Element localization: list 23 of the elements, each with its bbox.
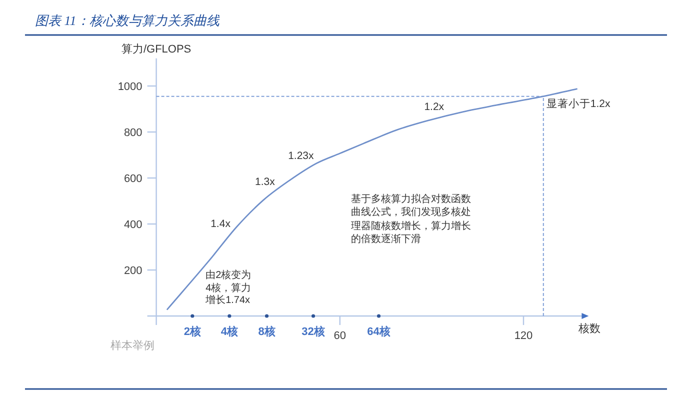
x-axis-title: 核数 — [578, 322, 601, 335]
y-tick-label: 400 — [124, 219, 142, 231]
text: 样本举例 — [110, 339, 154, 352]
x-tick-label: 60 — [334, 330, 346, 342]
annotation: 显著小于1.2x — [546, 97, 610, 112]
annotation: 4核 — [220, 325, 238, 338]
annotation: 1.2x — [424, 100, 444, 114]
y-tick-label: 1000 — [118, 81, 142, 93]
annotation: 8核 — [258, 325, 276, 338]
annotation: 32核 — [302, 325, 325, 338]
chart-title: 图表 11：核心数与算力关系曲线 — [35, 13, 220, 28]
x-tick-label: 120 — [514, 330, 533, 342]
y-tick-label: 800 — [124, 127, 142, 139]
y-tick-label: 600 — [124, 173, 142, 185]
annotation: 64核 — [367, 325, 390, 338]
annotation: 由2核变为4核，算力增长1.74x — [206, 270, 252, 308]
annotation: 1.23x — [288, 148, 314, 163]
annotation: 2核 — [184, 325, 201, 338]
y-tick-label: 200 — [124, 265, 142, 277]
y-axis-title: 算力/GFLOPS — [121, 42, 192, 56]
annotation: 基于多核算力拟合对数函数曲线公式，我们发现多核处理器随核数增长，算力增长的倍数逐渐下滑 — [350, 192, 472, 247]
annotation: 1.4x — [210, 217, 230, 232]
annotation: 1.3x — [255, 174, 275, 189]
